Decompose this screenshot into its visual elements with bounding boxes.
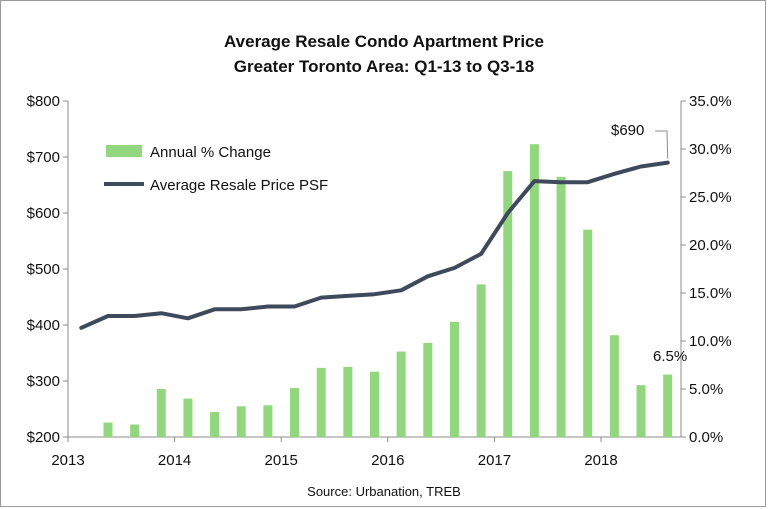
left-tick-label: $600 <box>27 205 60 222</box>
bar-annual-change <box>423 342 433 437</box>
right-tick-label: 25.0% <box>689 189 732 206</box>
bar-annual-change <box>156 389 166 437</box>
left-tick-label: $800 <box>27 93 60 110</box>
bar-annual-change <box>236 406 246 437</box>
plot-area: $200 $300 $400 $500 $600 $700 $800 0.0% 5.0% 10.0… <box>27 93 732 469</box>
bar-annual-change <box>316 367 326 437</box>
bar-annual-change <box>476 284 486 437</box>
bar-annual-change <box>290 388 300 437</box>
bar-annual-change <box>103 422 113 437</box>
source-note: Source: Urbanation, TREB <box>307 484 461 499</box>
bar-annual-change <box>449 321 459 437</box>
bar-annual-change <box>210 412 220 437</box>
bar-annual-change <box>503 171 513 437</box>
right-tick-label: 10.0% <box>689 333 732 350</box>
right-tick-label: 15.0% <box>689 285 732 302</box>
x-tick-label: 2014 <box>158 452 191 469</box>
legend-label-bar: Annual % Change <box>150 144 271 161</box>
bar-annual-change <box>130 424 140 437</box>
x-tick-label: 2016 <box>371 452 404 469</box>
x-tick-label: 2015 <box>265 452 298 469</box>
left-tick-label: $300 <box>27 373 60 390</box>
right-tick-label: 5.0% <box>689 381 723 398</box>
price-callout-leader <box>655 130 669 159</box>
bar-annual-change <box>183 398 193 437</box>
bar-annual-change <box>609 335 619 437</box>
price-callout-label: $690 <box>611 122 644 139</box>
legend: Annual % Change Average Resale Price PSF <box>104 144 328 194</box>
legend-swatch-bar <box>106 145 142 157</box>
x-tick-label: 2017 <box>478 452 511 469</box>
left-tick-label: $700 <box>27 149 60 166</box>
bar-annual-change <box>529 144 539 437</box>
bar-annual-change <box>663 374 673 437</box>
bar-annual-change <box>343 366 353 437</box>
right-tick-label: 35.0% <box>689 93 732 110</box>
line-price-psf <box>79 160 670 330</box>
left-tick-label: $200 <box>27 429 60 446</box>
legend-label-line: Average Resale Price PSF <box>150 177 328 194</box>
pct-callout-label: 6.5% <box>653 348 687 365</box>
right-tick-label: 0.0% <box>689 429 723 446</box>
left-tick-label: $500 <box>27 261 60 278</box>
bar-annual-change <box>636 385 646 437</box>
right-tick-label: 30.0% <box>689 141 732 158</box>
bar-annual-change <box>396 351 406 437</box>
left-tick-label: $400 <box>27 317 60 334</box>
chart-subtitle: Greater Toronto Area: Q1-13 to Q3-18 <box>234 57 534 76</box>
right-tick-label: 20.0% <box>689 237 732 254</box>
bar-annual-change <box>263 405 273 437</box>
x-tick-label: 2013 <box>51 452 84 469</box>
bar-annual-change <box>556 176 566 437</box>
bar-annual-change <box>370 371 379 437</box>
x-tick-label: 2018 <box>584 452 617 469</box>
chart-title: Average Resale Condo Apartment Price <box>224 32 544 51</box>
bar-annual-change <box>583 229 593 437</box>
